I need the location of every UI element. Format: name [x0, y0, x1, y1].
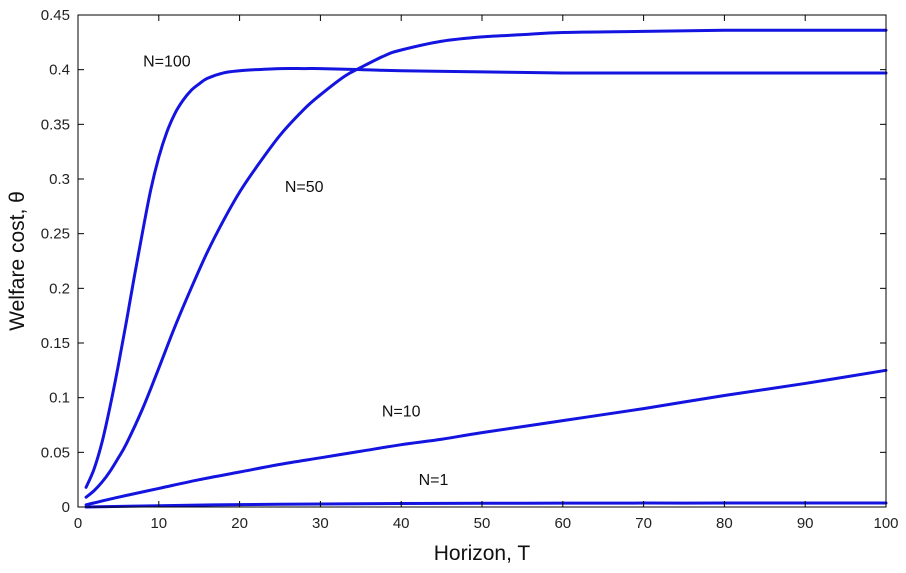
x-tick-label: 80 — [716, 515, 733, 532]
y-tick-label: 0.35 — [41, 116, 70, 133]
series-annotation: N=100 — [143, 53, 191, 70]
series-annotation: N=10 — [382, 403, 421, 420]
x-tick-label: 60 — [554, 515, 571, 532]
y-tick-label: 0.05 — [41, 444, 70, 461]
series-line-n10 — [84, 368, 888, 507]
x-tick-label: 70 — [635, 515, 652, 532]
y-tick-label: 0.3 — [49, 171, 70, 188]
x-axis-title: Horizon, T — [434, 542, 531, 565]
y-tick-label: 0.15 — [41, 335, 70, 352]
ticks-layer: 0 10 20 30 40 50 60 70 80 90 100 0 0.05 0.1 0.15 0.2 0.2… — [41, 7, 899, 532]
series-annotation: N=50 — [285, 179, 324, 196]
x-tick-label: 40 — [393, 515, 410, 532]
y-tick-label: 0.4 — [49, 62, 70, 79]
x-tick-label: 30 — [312, 515, 329, 532]
y-tick-label: 0.2 — [49, 280, 70, 297]
series-line-n1 — [84, 501, 888, 509]
x-tick-label: 90 — [797, 515, 814, 532]
y-tick-label: 0 — [62, 499, 70, 516]
series-layer — [84, 28, 888, 509]
x-tick-label: 10 — [150, 515, 167, 532]
series-line-n50 — [84, 28, 888, 499]
x-tick-label: 20 — [231, 515, 248, 532]
y-tick-label: 0.1 — [49, 390, 70, 407]
x-tick-label: 50 — [474, 515, 491, 532]
y-axis-title: Welfare cost, θ — [6, 191, 29, 331]
series-line-n100 — [84, 66, 888, 489]
annotation-layer: N=100 N=50 N=10 N=1 — [143, 53, 448, 489]
plot-frame — [77, 14, 887, 508]
x-tick-label: 100 — [873, 515, 898, 532]
series-annotation: N=1 — [419, 472, 449, 489]
y-tick-label: 0.25 — [41, 226, 70, 243]
y-tick-label: 0.45 — [41, 7, 70, 24]
x-tick-label: 0 — [74, 515, 82, 532]
